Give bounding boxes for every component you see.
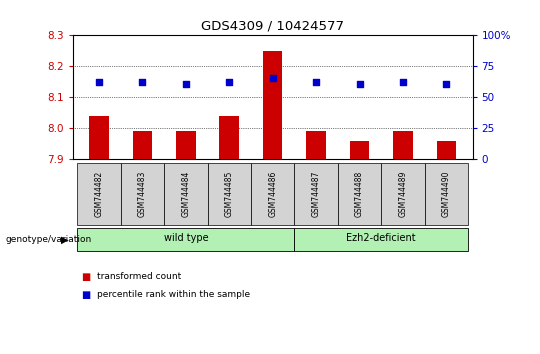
Point [181, 81, 190, 87]
Text: GSM744483: GSM744483 [138, 171, 147, 217]
Bar [77, 228, 294, 251]
Bar [350, 141, 369, 159]
Text: wild type: wild type [164, 233, 208, 243]
Text: Ezh2-deficient: Ezh2-deficient [347, 233, 416, 243]
Text: transformed count: transformed count [97, 272, 181, 281]
Text: GSM744487: GSM744487 [312, 171, 321, 217]
Point [442, 81, 451, 87]
Bar [263, 51, 282, 159]
Bar [120, 163, 164, 225]
Point [225, 80, 234, 85]
Point [312, 80, 320, 85]
Bar [77, 163, 120, 225]
Text: GSM744485: GSM744485 [225, 171, 234, 217]
Bar [219, 116, 239, 159]
Point [138, 80, 147, 85]
Bar [176, 131, 195, 159]
Text: percentile rank within the sample: percentile rank within the sample [97, 290, 251, 299]
Text: GSM744489: GSM744489 [399, 171, 408, 217]
Point [355, 81, 364, 87]
Text: GSM744484: GSM744484 [181, 171, 190, 217]
Bar [306, 131, 326, 159]
Bar [294, 163, 338, 225]
Text: ■: ■ [81, 290, 90, 299]
Point [94, 80, 103, 85]
Bar [338, 163, 381, 225]
Bar [393, 131, 413, 159]
Title: GDS4309 / 10424577: GDS4309 / 10424577 [201, 20, 344, 33]
Text: GSM744482: GSM744482 [94, 171, 104, 217]
Bar [425, 163, 468, 225]
Text: ■: ■ [81, 272, 90, 282]
Text: GSM744486: GSM744486 [268, 171, 277, 217]
Text: GSM744490: GSM744490 [442, 171, 451, 217]
Text: ▶: ▶ [61, 234, 69, 244]
Bar [437, 141, 456, 159]
Bar [133, 131, 152, 159]
Bar [207, 163, 251, 225]
Bar [164, 163, 207, 225]
Bar [381, 163, 425, 225]
Text: genotype/variation: genotype/variation [5, 235, 92, 244]
Bar [294, 228, 468, 251]
Bar [251, 163, 294, 225]
Point [399, 80, 407, 85]
Text: GSM744488: GSM744488 [355, 171, 364, 217]
Bar [89, 116, 109, 159]
Point [268, 75, 277, 80]
